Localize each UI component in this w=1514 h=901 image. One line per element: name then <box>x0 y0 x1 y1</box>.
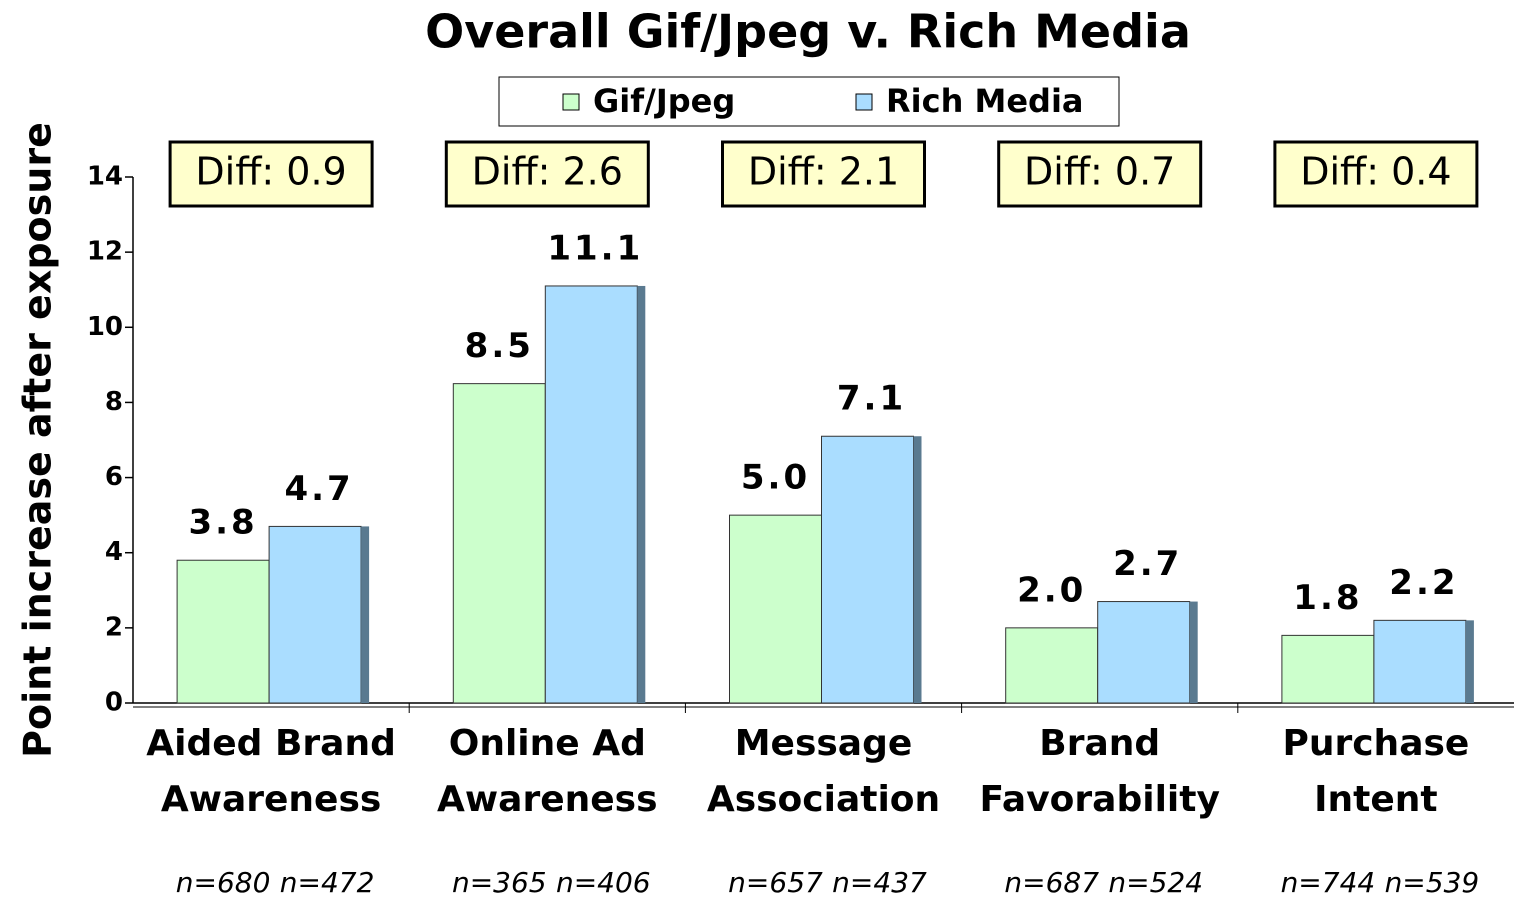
annotation: Diff: 0.9 <box>195 150 346 194</box>
y-tick-label: 10 <box>87 312 123 342</box>
x-tick-label: Message <box>735 723 913 764</box>
y-tick-label: 4 <box>105 537 123 567</box>
bar <box>729 514 822 704</box>
annotation: Diff: 0.7 <box>1024 150 1175 194</box>
bar <box>176 559 270 704</box>
bar-side <box>1465 620 1474 703</box>
y-tick-label: 0 <box>105 688 123 718</box>
bar-side <box>361 526 370 703</box>
annotation-box <box>721 140 926 208</box>
annotation-box <box>168 140 374 208</box>
bar-side <box>637 285 646 703</box>
annotation-box <box>1273 140 1479 208</box>
x-tick-label: Aided Brand <box>146 723 396 764</box>
sample-size: n=406 <box>556 866 651 899</box>
sample-size: n=744 <box>1281 866 1376 899</box>
sample-size: n=472 <box>280 866 375 899</box>
bar-side <box>1189 601 1198 703</box>
bar <box>1005 627 1099 704</box>
annotation-box <box>444 140 650 208</box>
x-tick-label: Brand <box>1039 723 1160 764</box>
bar <box>452 383 546 704</box>
bar <box>1373 619 1467 704</box>
value-label: 11.1 <box>547 228 643 268</box>
legend-box <box>498 76 1120 127</box>
sample-size: n=365 <box>452 866 547 899</box>
annotation-box <box>997 140 1203 208</box>
bar <box>1281 634 1375 704</box>
annotation: Diff: 2.1 <box>748 150 899 194</box>
bar <box>821 435 914 704</box>
sample-size: n=687 <box>1004 866 1099 899</box>
x-tick-label: Association <box>707 779 940 820</box>
y-tick-label: 6 <box>105 462 123 492</box>
bar <box>1097 601 1191 704</box>
value-label: 8.5 <box>465 326 534 366</box>
x-tick-label: Online Ad <box>449 723 646 764</box>
legend-swatch <box>855 93 873 111</box>
annotation: Diff: 2.6 <box>472 150 623 194</box>
value-label: 3.8 <box>188 503 257 543</box>
bar <box>268 525 362 704</box>
bar-side <box>913 436 922 703</box>
x-tick-label: Awareness <box>161 779 381 820</box>
sample-size: n=539 <box>1385 866 1480 899</box>
value-label: 4.7 <box>284 469 353 509</box>
legend-swatch <box>562 93 580 111</box>
legend-label: Rich Media <box>886 82 1084 120</box>
value-label: 2.2 <box>1389 563 1458 603</box>
sample-size: n=680 <box>176 866 271 899</box>
x-tick-label: Intent <box>1314 779 1438 820</box>
value-label: 2.0 <box>1017 570 1086 610</box>
chart-title: Overall Gif/Jpeg v. Rich Media <box>425 5 1191 59</box>
y-axis-title: Point increase after exposure <box>16 122 60 758</box>
legend-label: Gif/Jpeg <box>593 82 735 120</box>
sample-size: n=524 <box>1108 866 1203 899</box>
y-tick-label: 8 <box>105 387 123 417</box>
y-tick-label: 12 <box>87 237 123 267</box>
y-tick-label: 2 <box>105 612 123 642</box>
x-tick-label: Favorability <box>979 779 1220 820</box>
sample-size: n=657 <box>728 866 823 899</box>
value-label: 7.1 <box>837 379 906 419</box>
annotation: Diff: 0.4 <box>1300 150 1451 194</box>
x-tick-label: Purchase <box>1282 723 1469 764</box>
value-label: 2.7 <box>1113 544 1182 584</box>
value-label: 1.8 <box>1293 578 1362 618</box>
value-label: 5.0 <box>741 458 810 498</box>
y-tick-label: 14 <box>87 162 123 192</box>
bar <box>544 285 638 704</box>
sample-size: n=437 <box>832 866 927 899</box>
x-tick-label: Awareness <box>437 779 657 820</box>
